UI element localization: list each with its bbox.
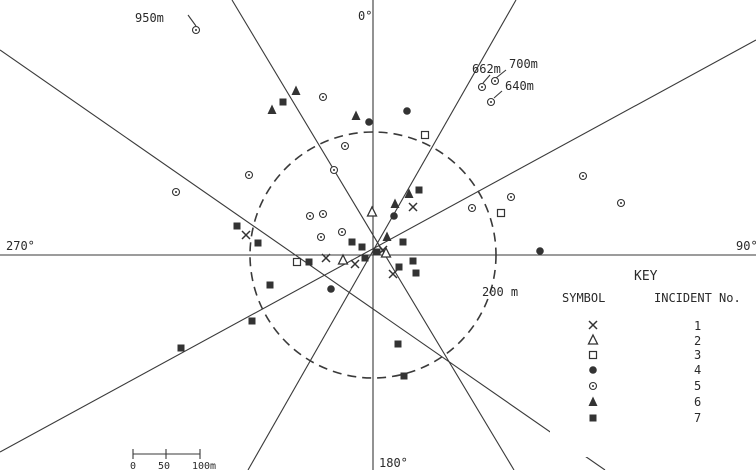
- leader-950m: [187, 14, 197, 27]
- marker-square: [279, 98, 287, 106]
- marker-dotted-circle: [318, 92, 328, 102]
- scale-label-50: 50: [158, 461, 170, 470]
- marker-dotted-circle: [490, 76, 500, 86]
- radial-line: [0, 49, 606, 470]
- marker-square: [254, 239, 262, 247]
- marker-dotted-circle: [337, 227, 347, 237]
- key-row-5-number: 5: [694, 379, 701, 393]
- marker-dotted-circle: [506, 192, 516, 202]
- marker-dotted-circle: [244, 170, 254, 180]
- marker-dotted-circle: [340, 141, 350, 151]
- label-east: 90°: [736, 239, 756, 253]
- scale-bar: 0 50 100m: [130, 449, 216, 470]
- marker-triangle: [382, 231, 392, 241]
- marker-dotted-circle: [305, 211, 315, 221]
- marker-open-square: [292, 257, 302, 267]
- marker-dot: [403, 107, 411, 115]
- leader-640m: [493, 90, 503, 99]
- label-700m: 700m: [509, 57, 538, 71]
- marker-dot: [365, 118, 373, 126]
- key-rows: 1 2 3 4 5 6 7: [587, 319, 701, 425]
- range-circle-200m: [249, 131, 497, 379]
- radial-line: [231, 0, 515, 470]
- marker-square: [266, 281, 274, 289]
- key-row-1-number: 1: [694, 319, 701, 333]
- marker-dot: [536, 247, 544, 255]
- key-symbol-dot: [589, 366, 597, 374]
- marker-square: [399, 238, 407, 246]
- key-header-incident: INCIDENT No.: [654, 291, 741, 305]
- marker-dotted-circle: [486, 97, 496, 107]
- marker-triangle: [351, 110, 361, 120]
- marker-square: [177, 344, 185, 352]
- marker-open-square: [420, 130, 430, 140]
- marker-dotted-circle: [477, 82, 487, 92]
- marker-open-triangle: [366, 206, 378, 217]
- marker-square: [358, 243, 366, 251]
- marker-x: [241, 230, 251, 240]
- key-row-7-number: 7: [694, 411, 701, 425]
- key-row-3-number: 3: [694, 348, 701, 362]
- marker-square: [409, 257, 417, 265]
- marker-square: [394, 340, 402, 348]
- label-north: 0°: [358, 9, 372, 23]
- radial-line: [247, 0, 517, 470]
- key-symbol-open-square: [588, 350, 598, 360]
- marker-square: [305, 258, 313, 266]
- marker-square: [395, 263, 403, 271]
- marker-dotted-circle: [316, 232, 326, 242]
- marker-square: [248, 317, 256, 325]
- incident-5-markers: [171, 25, 626, 242]
- label-640m: 640m: [505, 79, 534, 93]
- label-950m: 950m: [135, 11, 164, 25]
- marker-dotted-circle: [467, 203, 477, 213]
- key-row-2-number: 2: [694, 334, 701, 348]
- key-header-symbol: SYMBOL: [562, 291, 605, 305]
- key-row-6-number: 6: [694, 395, 701, 409]
- marker-square: [233, 222, 241, 230]
- marker-dot: [327, 285, 335, 293]
- key-symbol-dotted-circle: [588, 381, 598, 391]
- marker-open-square: [496, 208, 506, 218]
- scale-label-100m: 100m: [192, 461, 216, 470]
- key-row-4-number: 4: [694, 363, 701, 377]
- marker-dotted-circle: [329, 165, 339, 175]
- marker-dotted-circle: [191, 25, 201, 35]
- marker-square: [348, 238, 356, 246]
- marker-dotted-circle: [578, 171, 588, 181]
- marker-triangle: [267, 104, 277, 114]
- incident-3-markers: [292, 130, 506, 267]
- leader-662m: [482, 74, 491, 84]
- marker-dotted-circle: [318, 209, 328, 219]
- marker-square: [400, 372, 408, 380]
- leader-700m: [495, 69, 507, 79]
- label-662m: 662m: [472, 62, 501, 76]
- marker-square: [373, 248, 381, 256]
- key-title: KEY: [634, 269, 658, 284]
- marker-dot: [390, 212, 398, 220]
- marker-triangle: [390, 198, 400, 208]
- marker-triangle: [291, 85, 301, 95]
- marker-square: [412, 269, 420, 277]
- marker-dotted-circle: [616, 198, 626, 208]
- marker-x: [408, 202, 418, 212]
- marker-square: [415, 186, 423, 194]
- label-circle-radius: 200 m: [482, 285, 518, 299]
- key-panel: [550, 262, 756, 457]
- radial-line: [0, 39, 756, 453]
- marker-dotted-circle: [171, 187, 181, 197]
- marker-square: [361, 254, 369, 262]
- scale-label-0: 0: [130, 461, 136, 470]
- marker-x: [350, 259, 360, 269]
- label-west: 270°: [6, 239, 35, 253]
- label-south: 180°: [379, 456, 408, 470]
- key-symbol-square: [589, 414, 597, 422]
- marker-open-triangle: [337, 254, 349, 265]
